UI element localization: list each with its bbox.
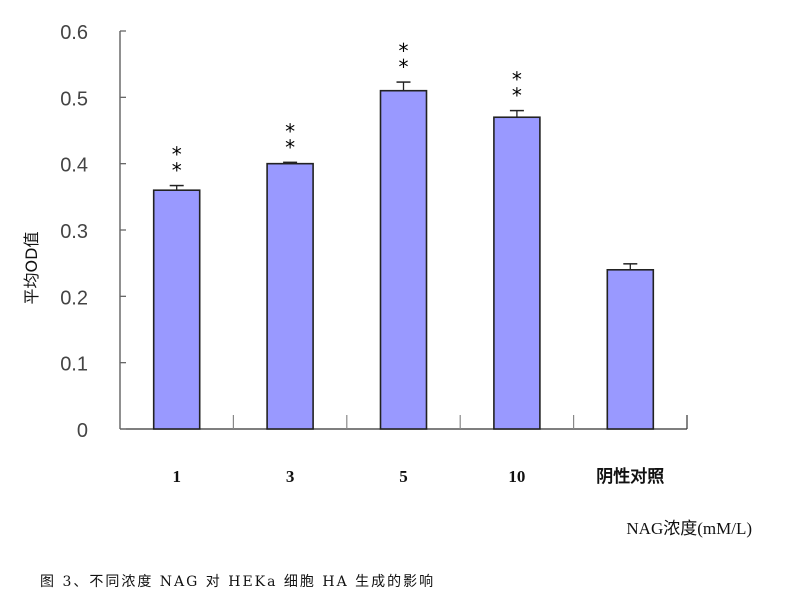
y-axis-label: 平均OD值 [22,232,41,305]
significance-marker: * * [172,143,182,183]
bar [606,268,655,430]
bar [266,162,314,430]
y-tick-label: 0.3 [60,221,88,243]
y-tick-label: 0.4 [60,155,88,177]
figure-caption: 图 3、不同浓度 NAG 对 HEKa 细胞 HA 生成的影响 [40,574,435,590]
x-tick-label: 10 [508,467,525,486]
y-tick-label: 0.6 [60,22,88,44]
axes: 0 0.1 0.2 0.3 0.4 0.5 0.6 [60,22,688,442]
x-tick-label: 5 [399,467,408,486]
y-tick-label: 0 [77,420,88,442]
significance-marker: * * [399,39,409,79]
x-tick-label: 3 [286,467,295,486]
x-tick-label: 阴性对照 [596,466,664,486]
x-axis-label: NAG浓度(mM/L) [626,519,752,538]
bars: 1 * * 3 * * 5 * * 10 * * 阴性对照 [152,39,664,486]
x-tick-label: 1 [172,467,181,486]
y-tick-label: 0.2 [60,287,88,309]
significance-marker: * * [285,119,295,159]
bar [379,89,428,430]
y-tick-label: 0.5 [60,88,88,110]
bar [152,189,201,430]
bar [493,116,541,430]
y-tick-label: 0.1 [60,354,88,376]
significance-marker: * * [512,68,522,108]
